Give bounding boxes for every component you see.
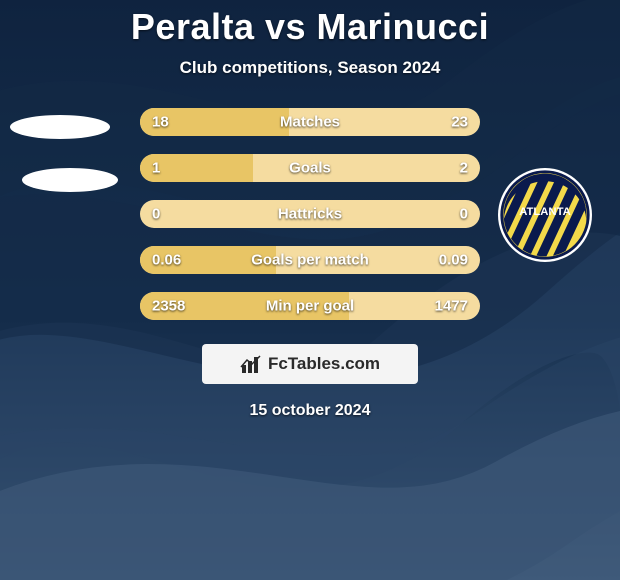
stat-value-right: 0: [460, 206, 468, 223]
stat-value-left: 2358: [152, 298, 185, 315]
stat-value-right: 0.09: [439, 252, 468, 269]
stat-label: Hattricks: [278, 206, 342, 223]
page-subtitle: Club competitions, Season 2024: [0, 58, 620, 78]
footer-brand-text: FcTables.com: [268, 354, 380, 374]
stat-row-hattricks: 0 Hattricks 0: [140, 200, 480, 228]
stat-value-right: 23: [451, 114, 468, 131]
stat-row-goals: 1 Goals 2: [140, 154, 480, 182]
stat-value-left: 0.06: [152, 252, 181, 269]
bar-chart-icon: [240, 355, 262, 373]
svg-text:ATLANTA: ATLANTA: [519, 206, 571, 218]
stat-label: Matches: [280, 114, 340, 131]
stat-row-min-per-goal: 2358 Min per goal 1477: [140, 292, 480, 320]
stat-value-left: 1: [152, 160, 160, 177]
left-ellipse-0: [10, 115, 110, 139]
stat-value-left: 18: [152, 114, 169, 131]
stat-label: Goals per match: [251, 252, 369, 269]
stat-bars: 18 Matches 23 1 Goals 2 0 Hattricks 0 0.06 Goals p…: [140, 108, 480, 320]
stat-value-left: 0: [152, 206, 160, 223]
content-root: Peralta vs Marinucci Club competitions, …: [0, 0, 620, 580]
footer-date: 15 october 2024: [0, 402, 620, 420]
stat-row-matches: 18 Matches 23: [140, 108, 480, 136]
chart-area: 18 Matches 23 1 Goals 2 0 Hattricks 0 0.06 Goals p…: [0, 108, 620, 320]
stat-value-right: 1477: [435, 298, 468, 315]
stat-label: Goals: [289, 160, 331, 177]
left-ellipse-1: [22, 168, 118, 192]
club-badge-right: ATLANTA: [498, 168, 592, 262]
stat-label: Min per goal: [266, 298, 354, 315]
page-title: Peralta vs Marinucci: [0, 6, 620, 48]
stat-row-goals-per-match: 0.06 Goals per match 0.09: [140, 246, 480, 274]
footer-brand: FcTables.com: [202, 344, 418, 384]
stat-value-right: 2: [460, 160, 468, 177]
